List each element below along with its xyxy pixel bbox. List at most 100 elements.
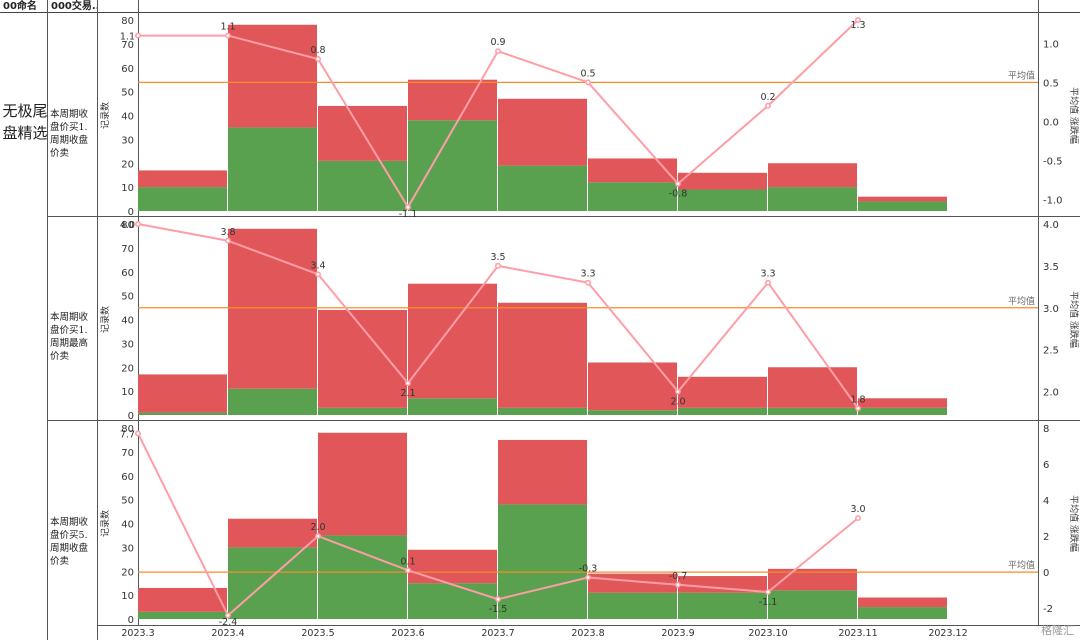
x-tick-label: 2023.9	[661, 628, 694, 639]
line-point	[405, 204, 411, 211]
bar-segment-green	[768, 590, 857, 619]
y-tick-label: 70	[121, 244, 134, 255]
bar-segment-red	[138, 374, 227, 413]
bar-segment-red	[498, 302, 587, 408]
line-point	[495, 48, 501, 55]
bar-segment-red	[228, 228, 317, 389]
bar-segment-red	[138, 170, 227, 188]
y-tick-label: 80	[121, 424, 134, 435]
y-tick-label: 50	[121, 88, 134, 99]
line-point	[225, 612, 231, 619]
bar-segment-green	[228, 388, 317, 415]
y2-tick-label: 0.5	[1043, 78, 1059, 89]
bar-segment-green	[138, 611, 227, 619]
y-tick-label: 40	[121, 520, 134, 531]
average-line-label: 平均值	[1008, 295, 1035, 307]
x-tick-label: 2023.3	[121, 628, 154, 639]
grid-vline	[138, 0, 139, 625]
y2-tick-label: 4.0	[1043, 220, 1059, 231]
bar-segment-green	[858, 607, 947, 619]
data-label: 3.0	[850, 504, 865, 515]
line-point	[585, 574, 591, 581]
y-axis-label: 记录数	[99, 306, 111, 333]
bar-segment-green	[408, 398, 497, 415]
y-tick-label: 70	[121, 448, 134, 459]
grid-vline	[47, 0, 48, 640]
y2-tick-label: 3.5	[1043, 262, 1059, 273]
row-label-1: 本周期收盘价买1.周期收盘价卖	[50, 109, 89, 159]
data-label: 3.3	[760, 269, 775, 280]
y-tick-label: 40	[121, 112, 134, 123]
y-axis-label: 记录数	[99, 510, 111, 537]
bar-segment-red	[498, 98, 587, 166]
data-label: 3.5	[490, 252, 505, 263]
bar-segment-red	[408, 79, 497, 121]
line-point	[675, 388, 681, 395]
data-label: 2.0	[310, 522, 325, 533]
data-label: -0.3	[579, 564, 598, 575]
y2-tick-label: 1.0	[1043, 39, 1059, 50]
line-point	[135, 32, 141, 39]
y2-axis-label: 平均值 涨跌幅	[1068, 291, 1080, 348]
line-point	[675, 180, 681, 187]
data-label: -0.8	[669, 189, 688, 200]
line-point	[315, 533, 321, 540]
bar-segment-green	[408, 583, 497, 619]
line-point	[765, 279, 771, 286]
y-tick-label: 0	[128, 207, 134, 218]
bar-segment-green	[768, 407, 857, 415]
bar-segment-green	[858, 407, 947, 415]
y2-tick-label: 0.0	[1043, 117, 1059, 128]
data-label: 2.0	[670, 397, 685, 408]
row-label-3: 本周期收盘价买5.周期收盘价卖	[50, 517, 89, 567]
y-tick-label: 80	[121, 16, 134, 27]
y2-tick-label: -2	[1043, 604, 1053, 615]
bar-segment-green	[588, 410, 677, 415]
bar-segment-red	[318, 432, 407, 536]
bar-segment-green	[318, 535, 407, 619]
data-label: 7.7	[120, 429, 135, 440]
grid-hline	[47, 420, 1080, 421]
bar-segment-green	[228, 127, 317, 211]
data-label: 1.3	[850, 20, 865, 31]
bar-segment-red	[588, 158, 677, 183]
x-tick-label: 2023.7	[481, 628, 514, 639]
line-point	[135, 221, 141, 227]
grid-hline	[97, 625, 1080, 626]
y-axis-label: 记录数	[99, 102, 111, 129]
y2-tick-label: -1.0	[1043, 195, 1063, 206]
y-tick-label: 0	[128, 411, 134, 422]
watermark: 格隆汇	[1041, 624, 1074, 637]
grid-vline	[1038, 0, 1039, 625]
bar-segment-green	[498, 504, 587, 619]
bar-segment-red	[228, 24, 317, 128]
bar-segment-green	[588, 592, 677, 619]
bar-segment-red	[678, 172, 767, 190]
y-tick-label: 30	[121, 339, 134, 350]
data-label: 2.1	[400, 388, 415, 399]
bar-segment-green	[318, 160, 407, 211]
average-line-label: 平均值	[1008, 69, 1035, 81]
bar-segment-red	[408, 283, 497, 399]
y-tick-label: 50	[121, 292, 134, 303]
bar-segment-green	[858, 201, 947, 211]
x-tick-label: 2023.10	[748, 628, 787, 639]
bar-segment-red	[318, 309, 407, 408]
data-label: -1.5	[489, 604, 508, 615]
data-label: 1.1	[220, 22, 235, 33]
bar-segment-green	[768, 187, 857, 211]
line-point	[135, 430, 141, 437]
y-tick-label: 60	[121, 64, 134, 75]
y-tick-label: 20	[121, 567, 134, 578]
bar-segment-green	[228, 547, 317, 619]
y-tick-label: 20	[121, 363, 134, 374]
bar-segment-red	[858, 398, 947, 408]
header-spacer	[98, 0, 1080, 13]
data-label: -0.7	[669, 571, 688, 582]
bar-segment-red	[498, 439, 587, 505]
average-line-label: 平均值	[1008, 559, 1035, 571]
line-point	[495, 596, 501, 603]
x-tick-label: 2023.12	[928, 628, 967, 639]
y2-tick-label: 0	[1043, 568, 1049, 579]
